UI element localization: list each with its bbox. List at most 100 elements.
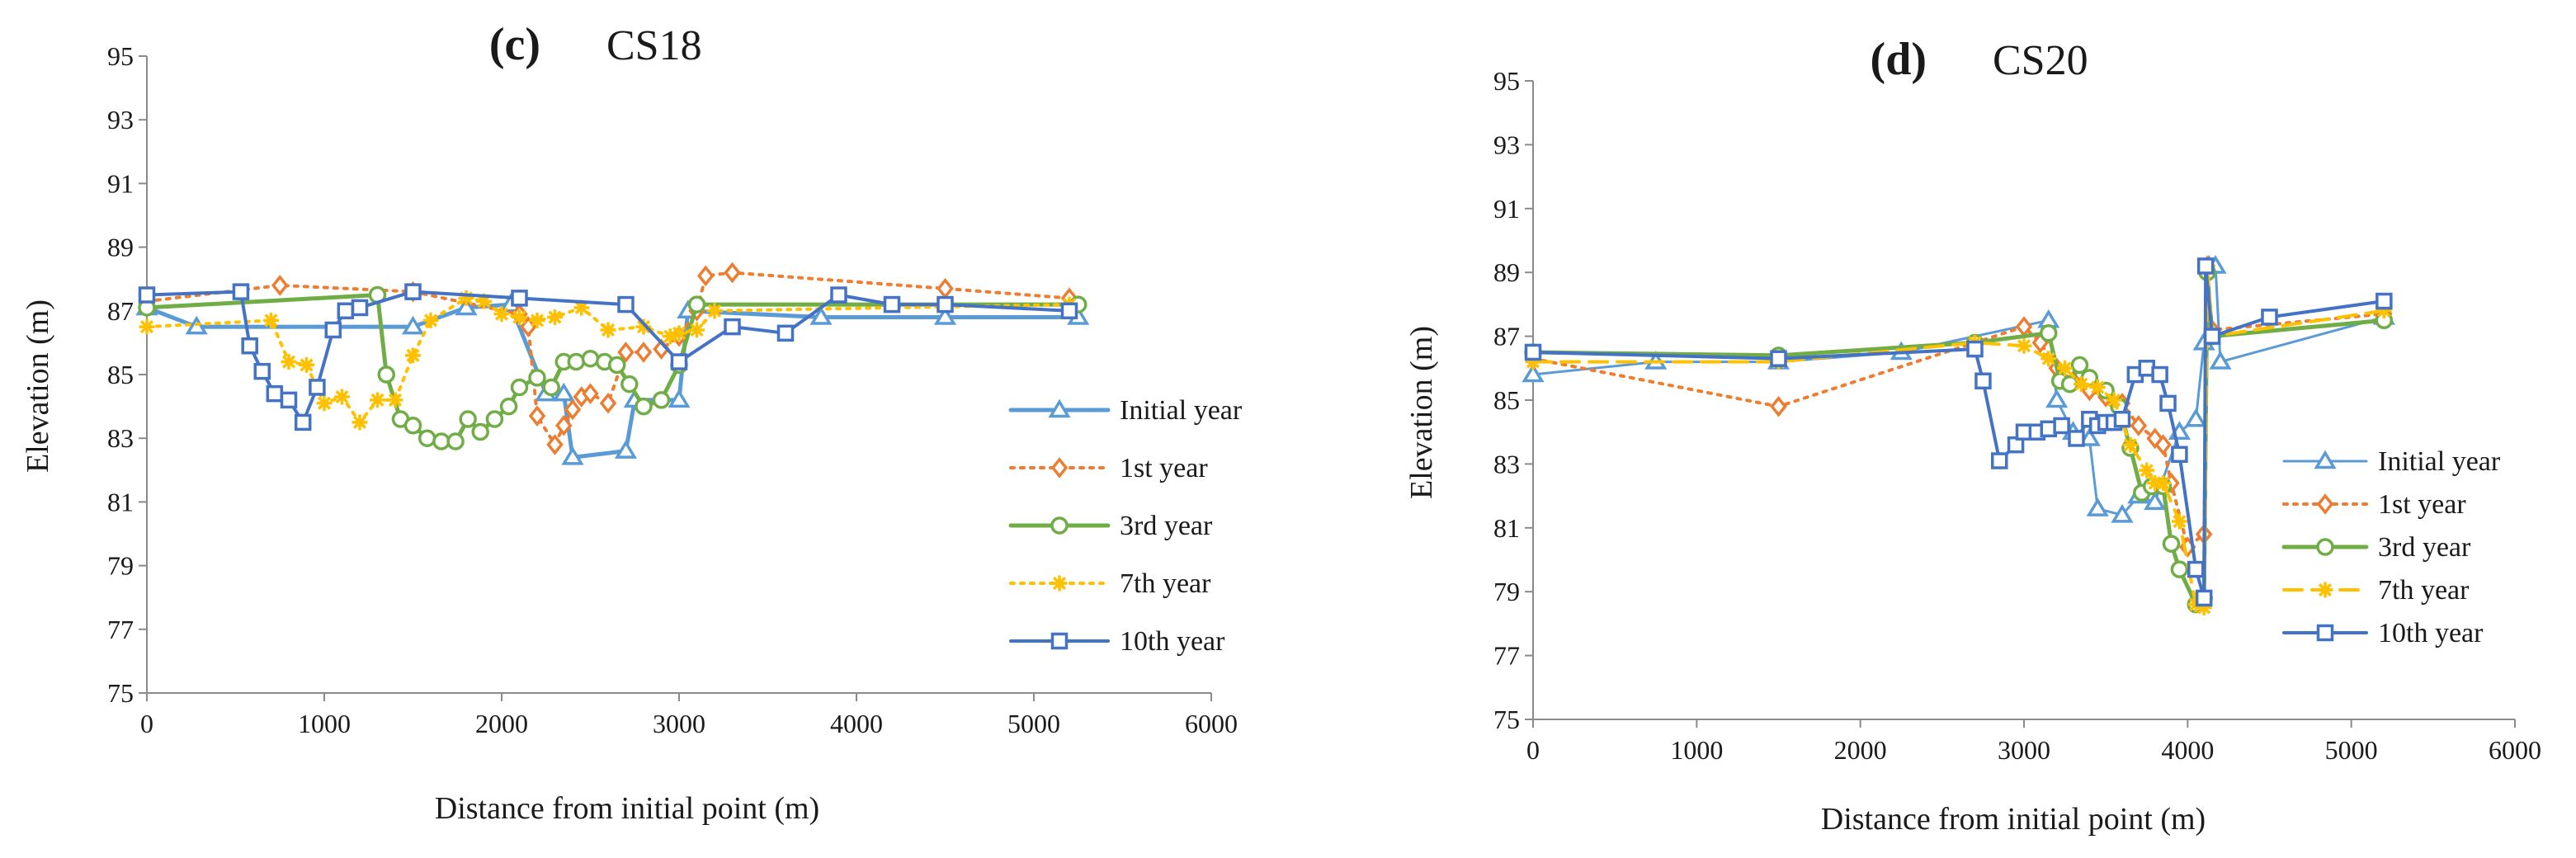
star-stroke — [335, 389, 349, 404]
star-stroke — [601, 323, 616, 337]
data-point — [309, 379, 326, 396]
data-point — [620, 375, 639, 394]
star-stroke — [2091, 380, 2105, 394]
data-point — [253, 362, 271, 380]
data-point — [567, 352, 586, 371]
x-tick-label: 5000 — [1007, 709, 1060, 738]
y-tick-label: 89 — [107, 233, 134, 262]
data-point — [2162, 535, 2181, 553]
legend-entry: 3rd year — [1008, 511, 1213, 541]
data-point — [883, 295, 901, 314]
data-point — [2144, 491, 2167, 511]
y-tick-label: 77 — [1493, 641, 1520, 671]
data-point — [403, 417, 422, 435]
star-stroke — [574, 300, 588, 315]
legend-entry: 1st year — [2282, 489, 2466, 520]
star-stroke — [370, 393, 385, 407]
x-axis-label: Distance from initial point (m) — [1821, 802, 2206, 837]
star-stroke — [317, 396, 332, 410]
x-tick-label: 2000 — [475, 709, 528, 738]
data-point — [2130, 415, 2148, 436]
x-tick-label: 5000 — [2325, 735, 2378, 765]
data-point — [1770, 350, 1787, 367]
y-tick-label: 95 — [1493, 66, 1520, 96]
legend-entry: 7th year — [1009, 568, 1211, 599]
data-point — [600, 322, 616, 338]
data-point — [2316, 624, 2334, 642]
data-point — [809, 306, 833, 325]
legend-entry: 3rd year — [2281, 532, 2471, 563]
x-tick-label: 0 — [140, 709, 153, 738]
data-point — [266, 384, 284, 403]
axes: 75 77 79 81 83 85 87 89 91 93 95 0 1000 2000 3000 4000 5… — [107, 41, 1238, 738]
data-point — [1060, 302, 1078, 320]
star-stroke — [548, 310, 562, 324]
x-tick-label: 1000 — [1670, 735, 1723, 765]
data-point — [1974, 372, 1992, 390]
star-stroke — [352, 415, 367, 429]
data-point — [377, 365, 395, 384]
series-10th-year — [138, 283, 1078, 431]
data-point — [139, 318, 155, 335]
star-stroke — [2017, 339, 2031, 353]
data-point — [337, 302, 355, 320]
y-tick-label: 85 — [1493, 385, 1520, 415]
data-point — [2086, 497, 2109, 516]
data-point — [1051, 575, 1068, 592]
star-stroke — [2318, 582, 2333, 597]
data-point — [599, 392, 617, 414]
star-stroke — [300, 358, 314, 372]
series-3rd-year — [138, 285, 1087, 450]
data-point — [1050, 457, 1069, 478]
y-tick-label: 81 — [107, 487, 134, 516]
legend-label: 3rd year — [2378, 532, 2471, 563]
y-tick-label: 87 — [1493, 322, 1520, 351]
data-point — [432, 432, 451, 450]
axes: 75 77 79 81 83 85 87 89 91 93 95 0 1000 2000 3000 4000 5… — [1493, 66, 2541, 765]
y-tick-label: 91 — [107, 168, 134, 198]
legend: Initial year 1st year 3rd year 7th year 10th… — [2281, 446, 2501, 648]
legend-entry: Initial year — [1008, 395, 1243, 426]
chart-panel-cs18: (c) CS18 Elevation (m) Distance from ini… — [21, 19, 1243, 826]
y-tick-label: 87 — [107, 296, 134, 326]
star-stroke — [406, 348, 420, 362]
data-point — [1522, 363, 1545, 383]
x-tick-label: 2000 — [1834, 735, 1887, 765]
chart-title: CS18 — [606, 22, 702, 69]
data-point — [370, 392, 385, 408]
data-point — [581, 349, 600, 368]
data-point — [2316, 493, 2334, 515]
data-point — [2171, 446, 2188, 464]
data-point — [1050, 632, 1069, 650]
data-point — [614, 440, 638, 459]
legend-label: 3rd year — [1120, 511, 1213, 541]
data-point — [446, 432, 465, 450]
y-tick-label: 83 — [107, 423, 134, 453]
star-stroke — [423, 314, 438, 328]
data-point — [776, 324, 795, 342]
data-point — [334, 389, 350, 405]
data-point — [528, 369, 546, 387]
star-stroke — [264, 314, 278, 328]
data-point — [493, 306, 510, 323]
data-point — [724, 262, 741, 284]
data-point — [2078, 427, 2101, 446]
data-point — [471, 422, 489, 441]
star-stroke — [281, 355, 296, 369]
data-point — [608, 356, 626, 375]
chart-title: CS20 — [1993, 37, 2088, 84]
y-tick-label: 93 — [107, 105, 134, 134]
legend-entry: Initial year — [2282, 446, 2501, 477]
y-tick-label: 83 — [1493, 449, 1520, 478]
data-point — [418, 429, 436, 447]
data-point — [1770, 395, 1787, 417]
data-point — [241, 337, 258, 355]
x-tick-label: 4000 — [2161, 735, 2214, 765]
data-point — [1966, 340, 1984, 358]
data-point — [2209, 351, 2232, 370]
data-point — [529, 312, 545, 328]
y-tick-label: 89 — [1493, 257, 1520, 287]
data-point — [281, 354, 297, 370]
data-point — [138, 286, 156, 304]
